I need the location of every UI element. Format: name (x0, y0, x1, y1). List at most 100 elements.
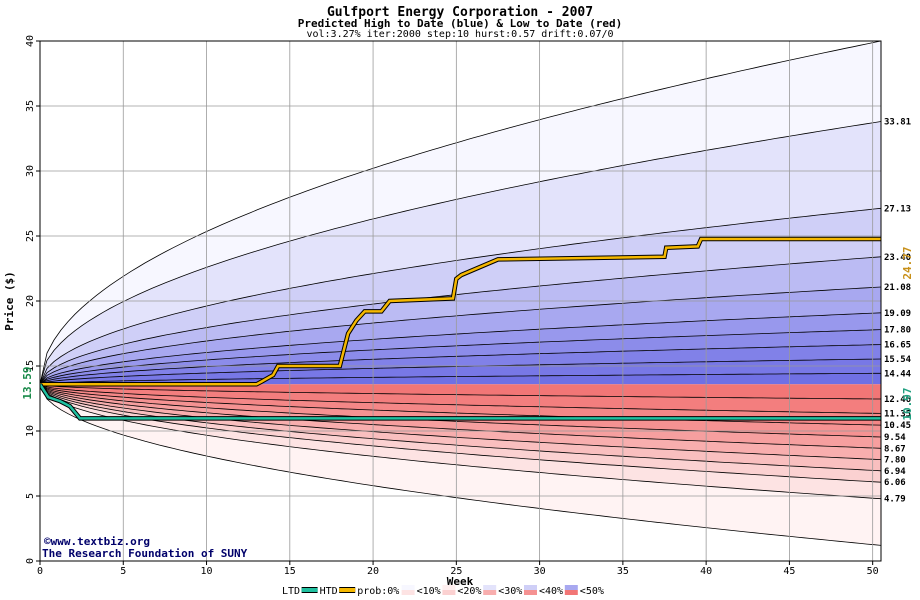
y-tick-label: 15 (25, 360, 36, 372)
band-outer-high (40, 41, 881, 385)
y-tick-label: 30 (25, 165, 36, 177)
credit-line-2: The Research Foundation of SUNY (42, 547, 248, 560)
y-tick-label: 35 (25, 100, 36, 112)
band-boundary-10 (40, 384, 881, 546)
band-boundary-15 (40, 383, 881, 449)
band-boundary-7 (40, 344, 881, 385)
legend-prob-swatch-low (564, 590, 578, 595)
x-tick-label: 5 (120, 566, 126, 577)
band-low-1 (40, 384, 881, 499)
band-boundary-4 (40, 286, 881, 385)
band-low-2 (40, 384, 881, 483)
legend-label: <50% (580, 586, 604, 597)
band-end-label: 21.08 (884, 283, 911, 293)
band-high-8 (40, 359, 881, 385)
grid-lines (40, 41, 881, 561)
band-end-label: 9.54 (884, 433, 906, 443)
band-high-6 (40, 329, 881, 385)
credit-line-1: ©www.textbiz.org (44, 535, 150, 548)
legend-prob-swatch-high (564, 585, 578, 590)
y-tick-label: 5 (25, 493, 36, 499)
legend-prob-swatch-low (442, 590, 456, 595)
x-tick-label: 20 (367, 566, 379, 577)
band-end-label: 33.81 (884, 117, 911, 127)
band-end-label: 6.94 (884, 467, 906, 477)
x-tick-label: 50 (867, 566, 879, 577)
band-low-4 (40, 384, 881, 460)
band-high-5 (40, 312, 881, 385)
band-end-label: 7.80 (884, 456, 906, 466)
band-high-9 (40, 373, 881, 385)
series-line-ltd (40, 383, 881, 420)
y-axis-ticks: 0 5 10 15 20 25 30 35 40 (25, 35, 40, 564)
band-low-7 (40, 384, 881, 426)
band-end-label: 19.09 (884, 309, 911, 319)
band-boundary-16 (40, 383, 881, 438)
band-end-label: 17.80 (884, 326, 911, 336)
band-boundary-17 (40, 383, 881, 426)
band-high-7 (40, 344, 881, 385)
legend-prob-swatch-low (401, 590, 415, 595)
chart-legend: LTD HTD prob:0% <10% <20% <30% <40% <50% (282, 585, 604, 597)
legend-label: prob:0% (357, 586, 399, 597)
legend-prob-swatch-high (524, 585, 537, 590)
band-end-label: 10.45 (884, 421, 911, 431)
start-price-label: 13.59 (21, 366, 34, 399)
legend-prob-swatch-high (483, 585, 497, 590)
x-tick-label: 30 (534, 566, 546, 577)
band-low-6 (40, 384, 881, 437)
legend-label: HTD (320, 586, 338, 597)
band-boundary-12 (40, 384, 881, 483)
x-tick-label: 15 (284, 566, 296, 577)
band-end-label: 16.65 (884, 341, 911, 351)
y-tick-label: 25 (25, 230, 36, 242)
band-high-2 (40, 208, 881, 385)
band-end-label: 14.44 (884, 369, 912, 379)
legend-label: LTD (282, 586, 300, 597)
band-end-label: 12.46 (884, 395, 911, 405)
probability-bands (40, 41, 881, 561)
band-high-3 (40, 256, 881, 385)
legend-label: <20% (457, 586, 481, 597)
band-high-1 (40, 121, 881, 385)
legend-prob-swatch-low (524, 590, 537, 595)
x-axis-ticks: 0 5 10 15 20 25 30 35 40 45 50 (37, 561, 879, 577)
band-end-label: 6.06 (884, 478, 906, 488)
x-axis-label: Week (447, 575, 474, 588)
legend-swatch (301, 588, 318, 592)
chart-title: Gulfport Energy Corporation - 2007 (327, 5, 593, 20)
legend-prob-swatch-high (401, 585, 415, 590)
y-axis-label: Price ($) (3, 271, 16, 331)
legend-label: <40% (539, 586, 563, 597)
band-boundary-9 (40, 372, 881, 385)
band-boundary-2 (40, 207, 881, 385)
legend-label: <10% (417, 586, 441, 597)
x-tick-label: 10 (201, 566, 213, 577)
legend-label: <30% (498, 586, 522, 597)
y-tick-label: 10 (25, 425, 36, 437)
y-tick-label: 40 (25, 35, 36, 47)
band-boundary-3 (40, 256, 881, 385)
x-tick-label: 45 (783, 566, 795, 577)
band-end-label: 4.79 (884, 495, 906, 505)
band-end-label: 8.67 (884, 444, 906, 454)
y-tick-label: 0 (25, 558, 36, 564)
x-tick-label: 35 (617, 566, 629, 577)
band-low-0 (40, 384, 881, 546)
series-line-htd (40, 237, 881, 386)
band-low-9 (40, 384, 881, 399)
high-end-label: 24.77 (901, 246, 914, 279)
band-boundary-5 (40, 312, 881, 385)
x-tick-label: 25 (450, 566, 462, 577)
band-end-labels: 33.81 27.13 23.40 21.08 19.09 17.80 16.65 15.54… (884, 117, 912, 504)
series-lines (40, 236, 881, 421)
x-tick-label: 40 (700, 566, 712, 577)
band-low-3 (40, 384, 881, 471)
chart-params: vol:3.27% iter:2000 step:10 hurst:0.57 d… (306, 29, 613, 40)
band-boundary-0 (40, 41, 881, 385)
band-boundary-18 (40, 383, 881, 414)
band-boundary-1 (40, 121, 881, 385)
legend-prob-swatch-high (442, 585, 456, 590)
band-high-0 (40, 41, 881, 385)
